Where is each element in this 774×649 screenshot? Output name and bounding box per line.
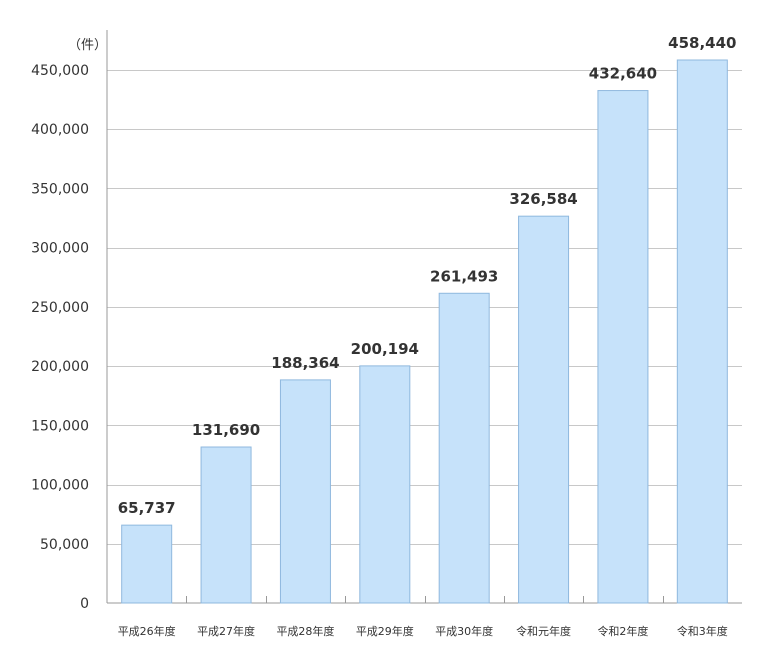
y-tick-label: 0 [80, 596, 89, 612]
bar [518, 215, 570, 604]
x-tick-label: 平成26年度 [118, 624, 176, 638]
data-label: 188,364 [271, 354, 339, 372]
bars [121, 59, 728, 604]
data-label: 65,737 [118, 499, 176, 517]
bar [676, 59, 728, 604]
bar [438, 292, 490, 604]
x-tick-label: 令和2年度 [597, 624, 648, 638]
x-tick-label: 平成27年度 [197, 624, 255, 638]
y-tick-labels: 0 50,000 100,000 150,000 200,000 250,000 300,0… [31, 63, 89, 612]
y-tick-label: 450,000 [31, 63, 89, 79]
data-label: 432,640 [589, 65, 657, 83]
x-tick-label: 平成30年度 [435, 624, 493, 638]
data-labels: 65,737 131,690 188,364 200,194 261,493 326,58… [118, 34, 737, 517]
y-tick-label: 300,000 [31, 241, 89, 257]
bar [279, 379, 331, 604]
y-tick-label: 350,000 [31, 181, 89, 197]
x-tick-label: 令和3年度 [677, 624, 728, 638]
y-tick-label: 50,000 [40, 537, 89, 553]
data-label: 326,584 [509, 190, 577, 208]
y-tick-label: 100,000 [31, 478, 89, 494]
data-label: 131,690 [192, 421, 260, 439]
bar [121, 524, 173, 604]
x-tick-label: 平成28年度 [276, 624, 334, 638]
x-tick-label: 令和元年度 [516, 624, 571, 638]
y-tick-label: 400,000 [31, 122, 89, 138]
data-label: 200,194 [351, 340, 419, 358]
data-label: 458,440 [668, 34, 736, 52]
bar [597, 90, 649, 604]
bar [200, 446, 252, 604]
x-tick-label: 平成29年度 [356, 624, 414, 638]
bar [359, 365, 411, 604]
y-tick-label: 150,000 [31, 418, 89, 434]
x-tick-labels: 平成26年度 平成27年度 平成28年度 平成29年度 平成30年度 令和元年度 令和2年度… [118, 624, 728, 638]
y-tick-label: 250,000 [31, 300, 89, 316]
y-tick-label: 200,000 [31, 359, 89, 375]
data-label: 261,493 [430, 267, 498, 285]
unit-label: （件） [68, 38, 107, 53]
